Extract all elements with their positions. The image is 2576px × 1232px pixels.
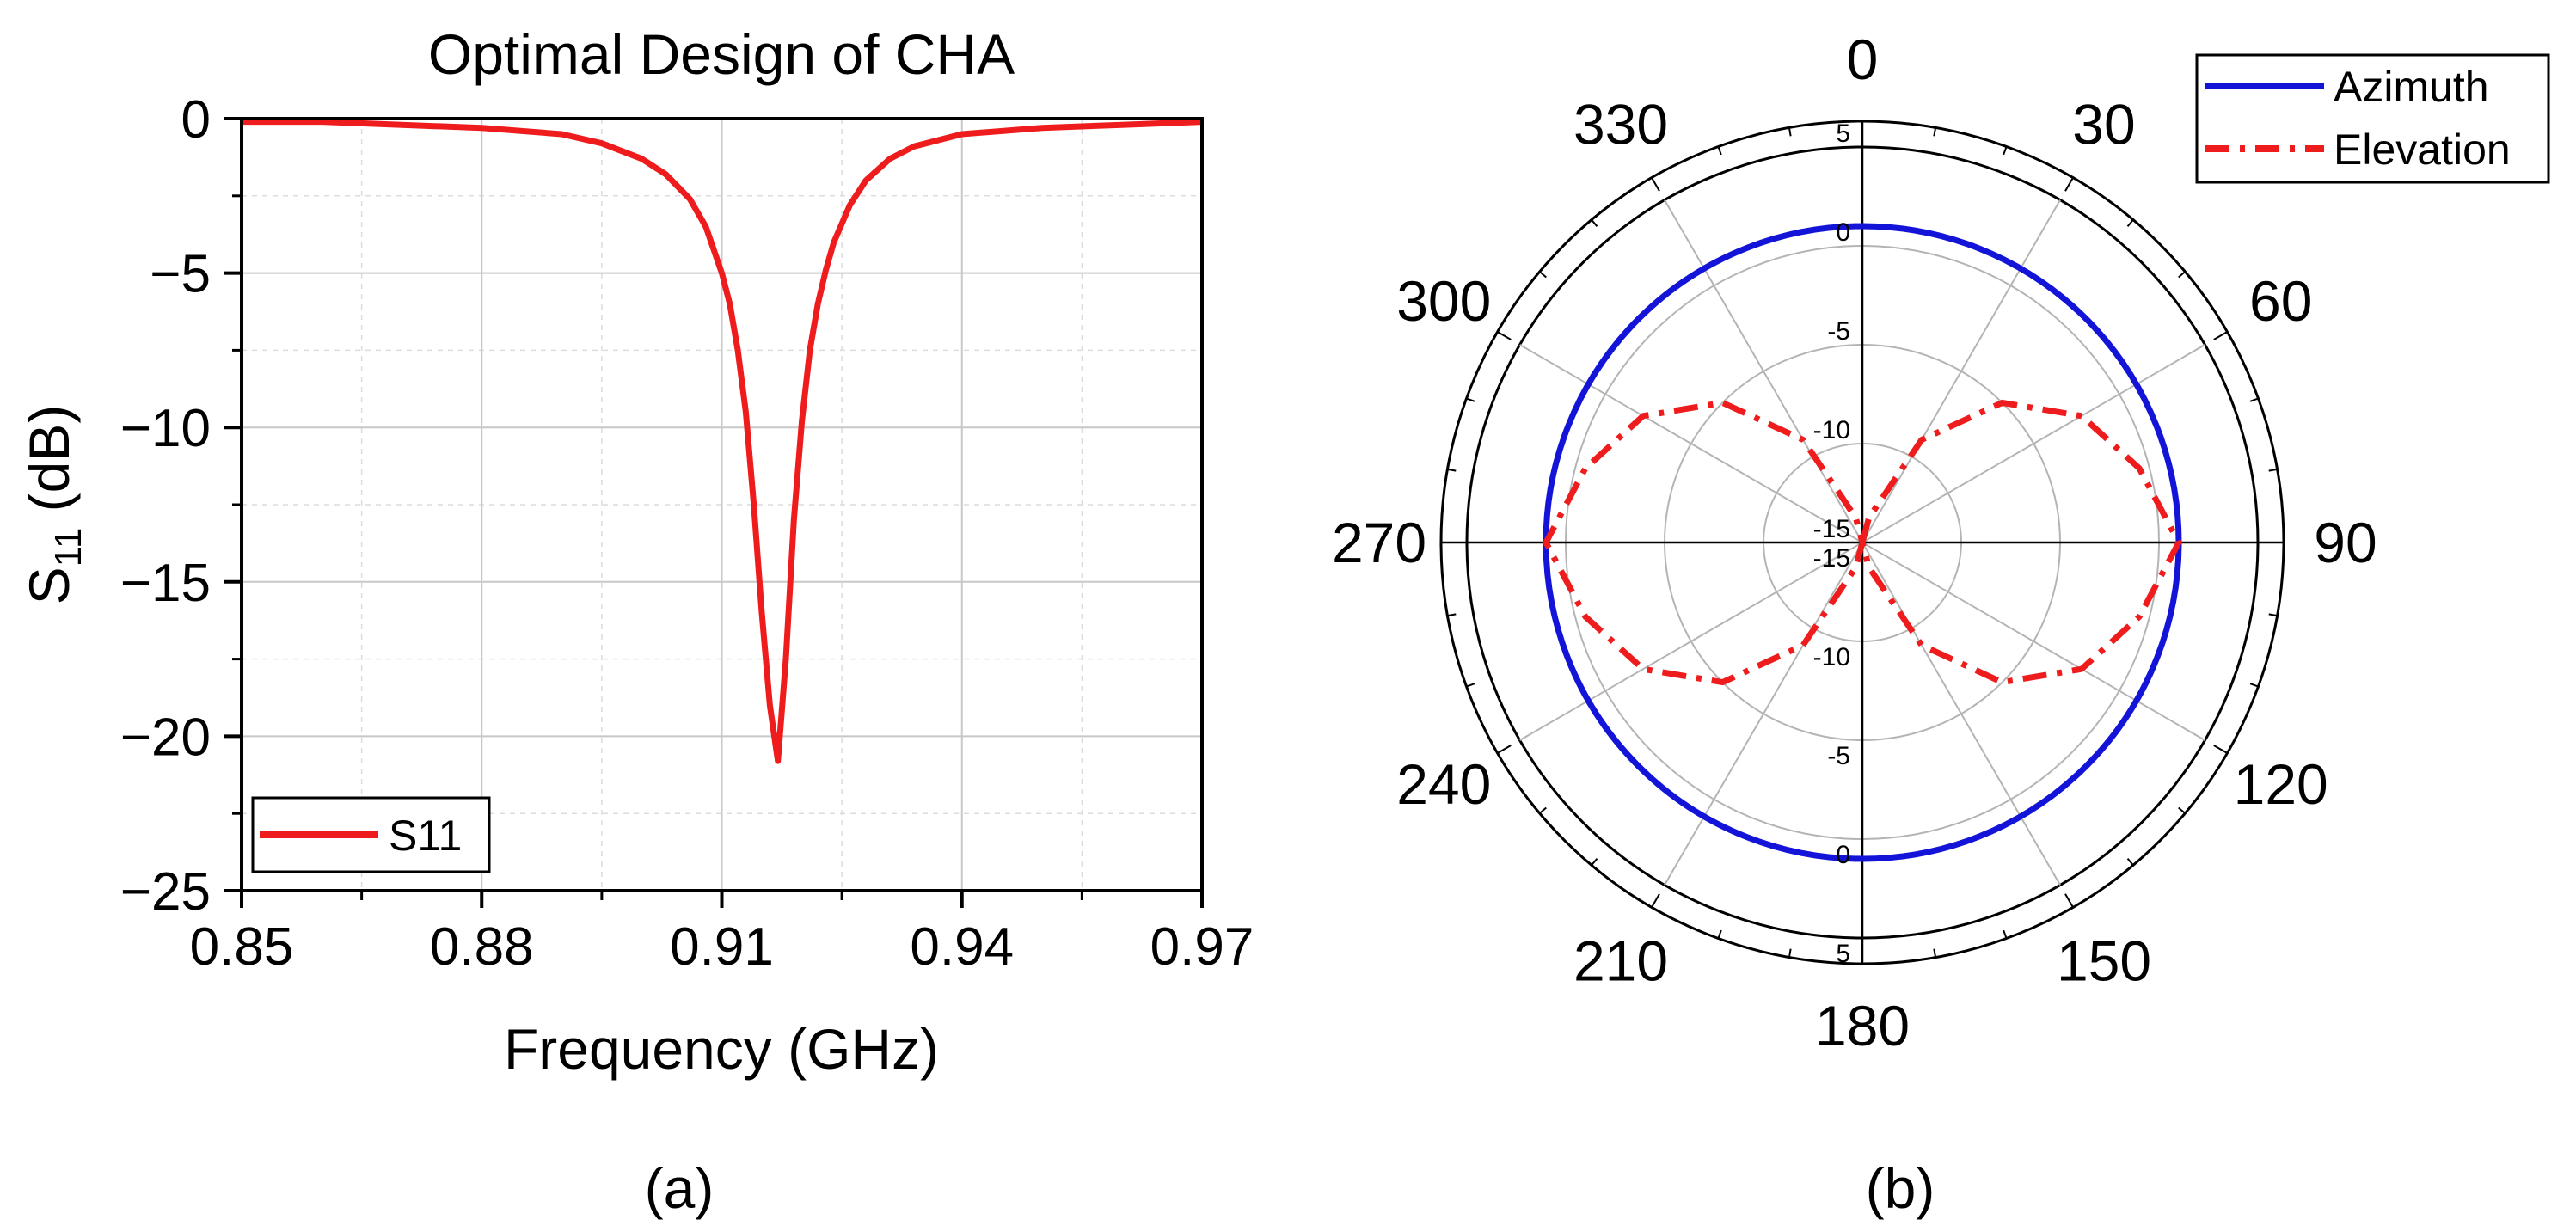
y-label-subscript: 11	[47, 528, 89, 567]
polar-spoke	[1861, 199, 2061, 543]
chart-a-ticks: 0.85 0.88 0.91 0.94 0.97 0 −5 −10 −15 −20 −25	[120, 90, 1254, 977]
caption-b: (b)	[1866, 1156, 1935, 1220]
polar-angle-tick	[1933, 948, 1937, 958]
chart-a-y-axis-label: S11 (dB)	[17, 405, 89, 605]
polar-angle-tick	[1497, 331, 1512, 340]
polar-angle-label: 330	[1573, 92, 1668, 156]
chart-a-legend: S11	[251, 796, 491, 873]
polar-angle-tick	[2249, 397, 2259, 402]
polar-spoke	[1861, 542, 2205, 741]
polar-angle-tick	[1538, 806, 1547, 814]
polar-angle-label: 240	[1396, 752, 1491, 816]
polar-angle-tick	[1651, 893, 1660, 908]
chart-b-labels: 0 30 60 90 120 150 180 210 240 270 300 330 5 5 0 0 -5 -5 -…	[1332, 28, 2377, 1057]
polar-angle-tick	[2126, 858, 2134, 867]
x-tick-label: 0.85	[190, 917, 294, 977]
polar-angle-tick	[1717, 146, 1722, 156]
polar-angle-tick	[2064, 177, 2074, 192]
polar-angle-tick	[2268, 468, 2278, 472]
s11-line	[242, 119, 1203, 764]
polar-radial-label: -5	[1827, 742, 1850, 770]
polar-angle-label: 120	[2234, 752, 2328, 816]
polar-angle-tick	[1591, 858, 1598, 867]
polar-angle-tick	[2249, 683, 2259, 688]
polar-radial-label: -5	[1827, 317, 1850, 346]
polar-radial-label: 5	[1836, 120, 1850, 148]
y-tick-label: −5	[150, 245, 211, 304]
polar-angle-tick	[2213, 331, 2228, 340]
x-tick-label: 0.94	[910, 917, 1014, 977]
y-tick-label: −20	[120, 708, 211, 767]
polar-angle-tick	[2003, 146, 2008, 156]
polar-angle-tick	[1497, 745, 1512, 754]
chart-a-series	[242, 119, 1203, 764]
chart-b-polar-grid	[1439, 120, 2285, 965]
polar-angle-tick	[2064, 893, 2074, 908]
polar-angle-label: 90	[2314, 511, 2377, 574]
polar-radial-label: 0	[1836, 218, 1850, 247]
polar-angle-tick	[1466, 397, 1475, 402]
polar-angle-tick	[1788, 127, 1792, 137]
polar-angle-tick	[1538, 271, 1547, 279]
radiation-pattern-chart: 0 30 60 90 120 150 180 210 240 270 300 330 5 5 0 0 -5 -5 -…	[1332, 28, 2550, 1220]
polar-spoke	[1861, 344, 2205, 543]
polar-angle-tick	[2178, 806, 2187, 814]
polar-angle-tick	[1466, 683, 1475, 688]
polar-spoke	[1861, 542, 2061, 886]
s11-chart: Optimal Design of CHA 0.85 0.88 0.91 0.94 0.…	[17, 22, 1254, 1220]
polar-angle-label: 270	[1332, 511, 1426, 574]
polar-spoke	[1664, 542, 1863, 886]
y-label-main: S	[17, 567, 81, 604]
polar-radial-label: -10	[1813, 643, 1850, 671]
legend-label-elevation: Elevation	[2334, 126, 2511, 174]
chart-a-x-axis-label: Frequency (GHz)	[504, 1017, 939, 1081]
polar-angle-tick	[1447, 468, 1457, 472]
chart-b-series	[1543, 223, 2182, 862]
chart-b-legend-box	[2195, 53, 2550, 184]
elevation-pattern	[1543, 399, 2182, 686]
polar-angle-tick	[1717, 929, 1722, 939]
chart-b-legend: Azimuth Elevation	[2195, 53, 2550, 184]
caption-a: (a)	[645, 1156, 715, 1220]
polar-angle-tick	[1447, 613, 1457, 617]
polar-angle-tick	[2213, 745, 2228, 754]
polar-spoke	[1664, 199, 1863, 543]
polar-angle-label: 210	[1573, 929, 1668, 993]
polar-spoke	[1519, 344, 1863, 543]
polar-angle-tick	[2178, 271, 2187, 279]
x-tick-label: 0.88	[430, 917, 534, 977]
polar-radial-label: 5	[1836, 940, 1850, 968]
polar-angle-tick	[2126, 218, 2134, 227]
legend-label-s11: S11	[389, 812, 462, 860]
x-tick-label: 0.97	[1150, 917, 1254, 977]
y-label-unit: (dB)	[17, 405, 81, 528]
polar-radial-label: 0	[1836, 841, 1850, 869]
polar-radial-label: -15	[1813, 515, 1850, 543]
polar-angle-label: 180	[1815, 994, 1910, 1057]
polar-angle-label: 150	[2057, 929, 2151, 993]
legend-label-azimuth: Azimuth	[2334, 63, 2489, 111]
y-tick-label: −15	[120, 554, 211, 613]
polar-angle-tick	[2003, 929, 2008, 939]
polar-angle-label: 300	[1396, 269, 1491, 333]
chart-a-title: Optimal Design of CHA	[428, 22, 1015, 86]
x-tick-label: 0.91	[670, 917, 774, 977]
polar-angle-tick	[1591, 218, 1598, 227]
polar-angle-tick	[1788, 948, 1792, 958]
polar-angle-tick	[1933, 127, 1937, 137]
polar-angle-tick	[1651, 177, 1660, 192]
polar-angle-tick	[2268, 613, 2278, 617]
y-tick-label: −10	[120, 399, 211, 458]
polar-angle-label: 60	[2249, 269, 2312, 333]
y-tick-label: −25	[120, 862, 211, 922]
polar-angle-label: 30	[2072, 92, 2135, 156]
polar-radial-label: -15	[1813, 544, 1850, 573]
polar-radial-label: -10	[1813, 416, 1850, 444]
polar-spoke	[1519, 542, 1863, 741]
y-tick-label: 0	[181, 90, 211, 150]
polar-angle-label: 0	[1847, 28, 1879, 91]
